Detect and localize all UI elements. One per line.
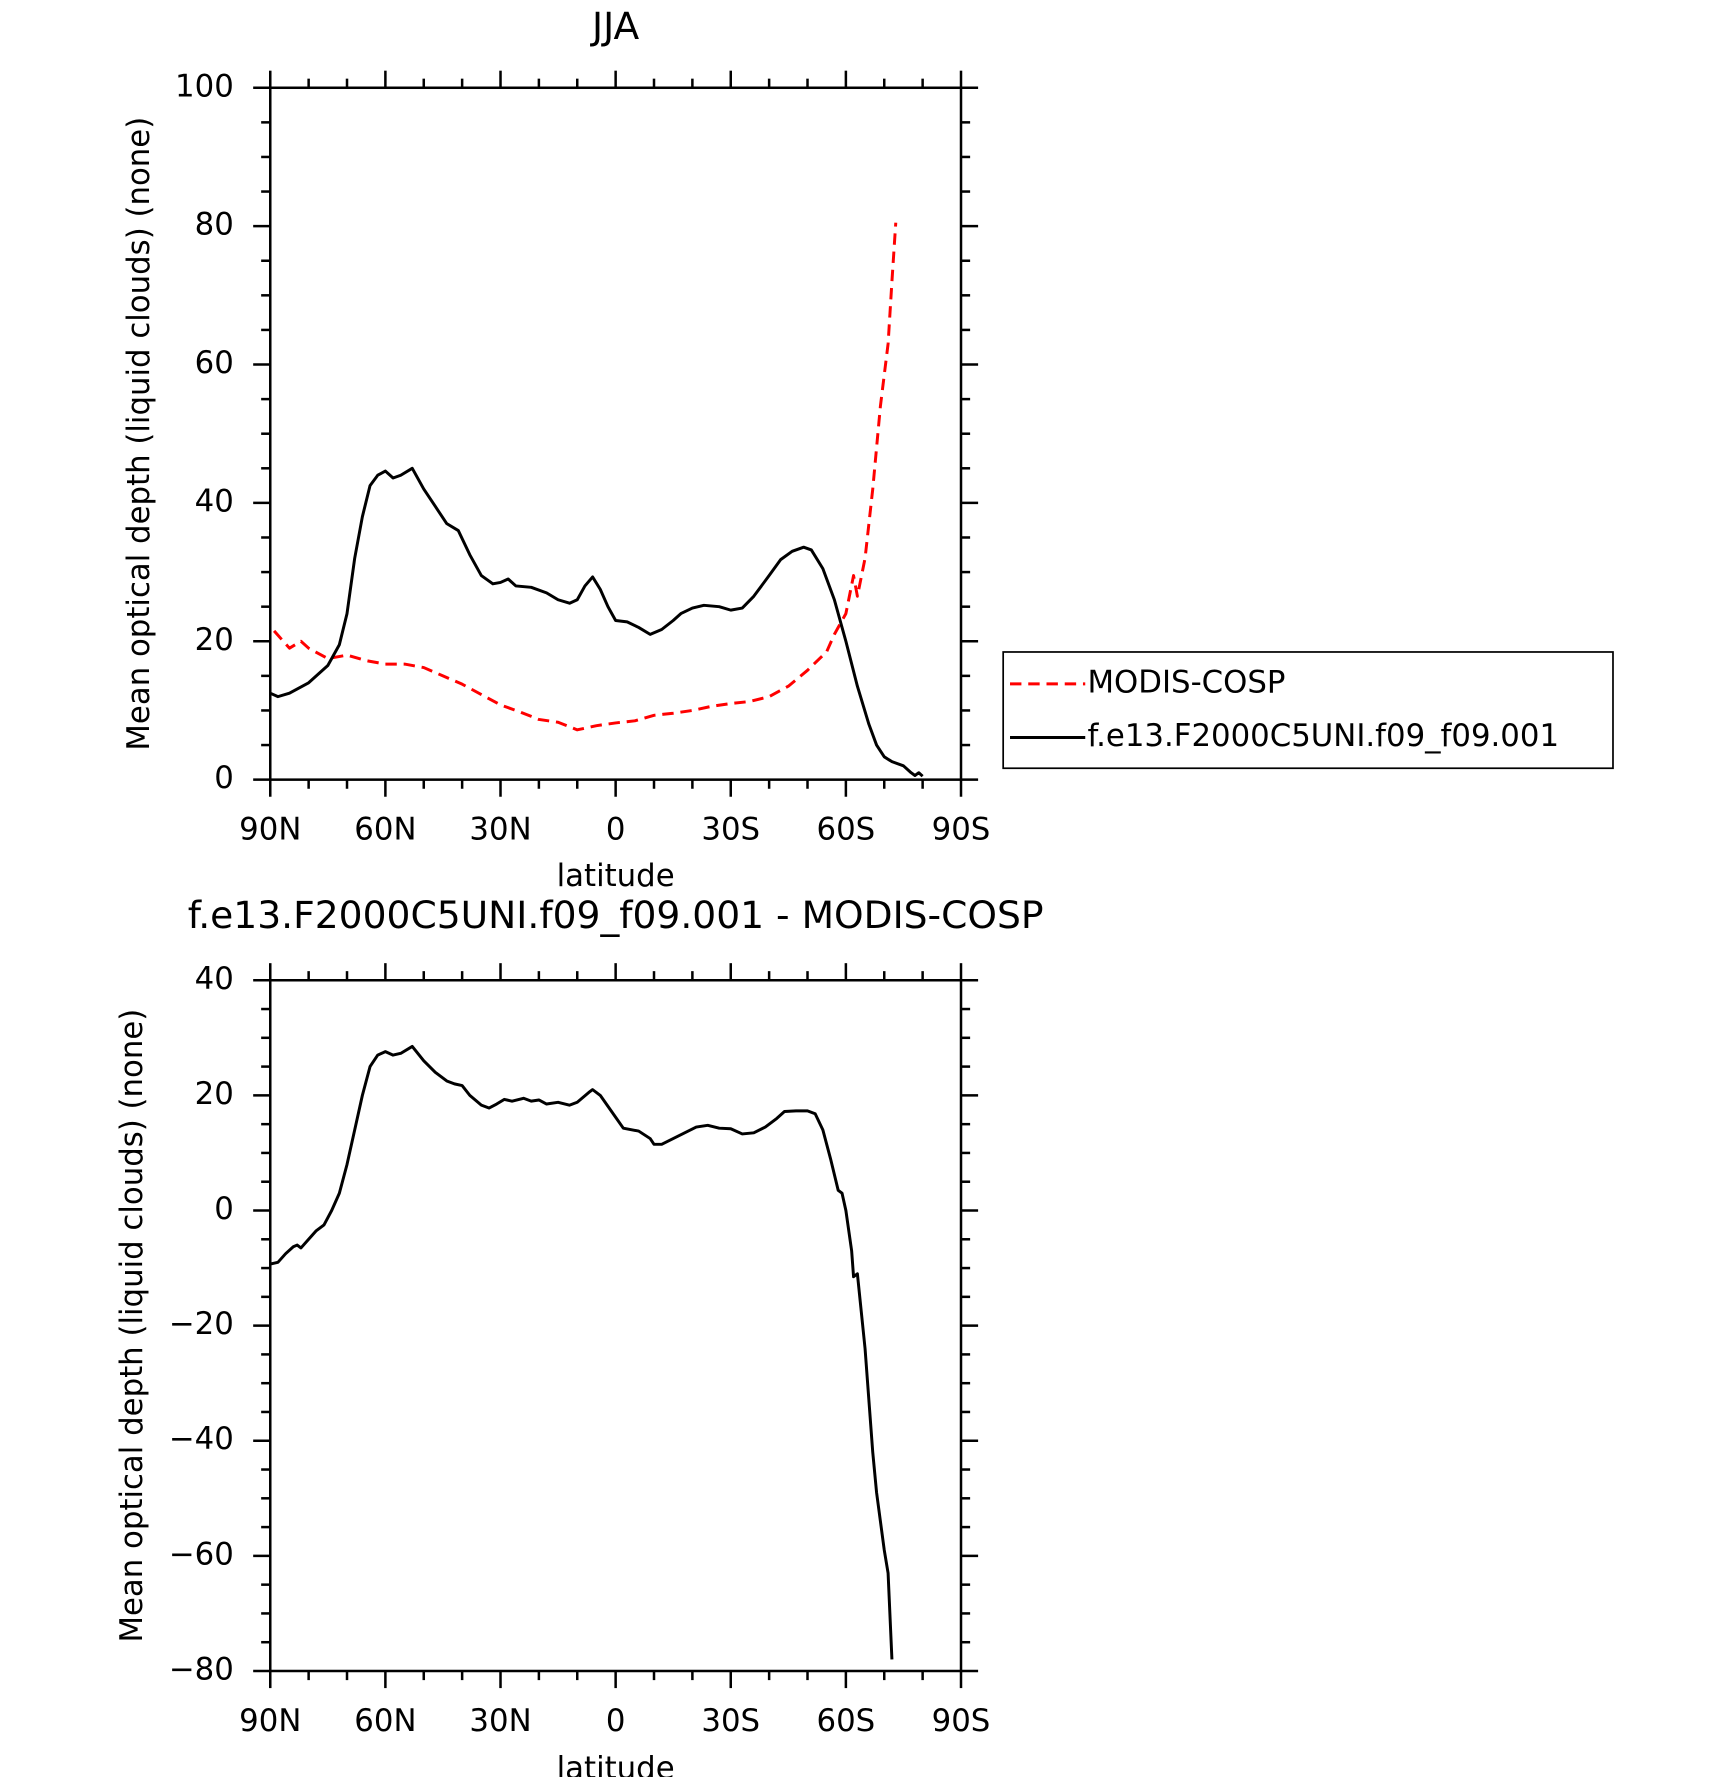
chart-title: JJA (590, 4, 640, 48)
x-tick-label: 60S (817, 811, 876, 847)
y-tick-label: 0 (214, 1191, 234, 1227)
x-tick-label: 90N (239, 811, 301, 847)
y-tick-label: 40 (195, 961, 234, 997)
chart-title: f.e13.F2000C5UNI.f09_f09.001 - MODIS-COS… (188, 893, 1044, 937)
x-tick-label: 30S (701, 811, 760, 847)
y-tick-label: 60 (195, 345, 234, 381)
y-tick-label: −60 (169, 1536, 234, 1572)
data-line (269, 1044, 894, 1660)
x-tick-label: 30N (469, 1703, 531, 1739)
legend-label: f.e13.F2000C5UNI.f09_f09.001 (1088, 718, 1560, 754)
legend-box (1002, 651, 1614, 770)
y-tick-label: 0 (214, 760, 234, 796)
x-tick-label: 0 (606, 1703, 626, 1739)
x-tick-label: 90S (932, 811, 991, 847)
x-axis-label: latitude (557, 858, 675, 894)
y-tick-label: 20 (195, 1076, 234, 1112)
x-axis-label: latitude (557, 1751, 675, 1777)
y-axis-label: Mean optical depth (liquid clouds) (none… (121, 117, 157, 751)
x-tick-label: 0 (606, 811, 626, 847)
y-axis-label: Mean optical depth (liquid clouds) (none… (114, 1009, 150, 1643)
data-line (269, 466, 924, 778)
plot-frame (269, 86, 963, 781)
x-tick-label: 60S (817, 1703, 876, 1739)
plot-frame (269, 979, 963, 1673)
y-tick-label: 20 (195, 622, 234, 658)
y-tick-label: −80 (169, 1651, 234, 1687)
y-tick-label: −20 (169, 1306, 234, 1342)
x-tick-label: 90N (239, 1703, 301, 1739)
x-tick-label: 30S (701, 1703, 760, 1739)
x-tick-label: 90S (932, 1703, 991, 1739)
data-line (272, 222, 898, 732)
y-tick-label: 40 (195, 483, 234, 519)
legend-label: MODIS-COSP (1088, 664, 1286, 700)
x-tick-label: 60N (354, 811, 416, 847)
y-tick-label: 80 (195, 207, 234, 243)
x-tick-label: 60N (354, 1703, 416, 1739)
x-tick-label: 30N (469, 811, 531, 847)
y-tick-label: 100 (175, 68, 234, 104)
y-tick-label: −40 (169, 1421, 234, 1457)
